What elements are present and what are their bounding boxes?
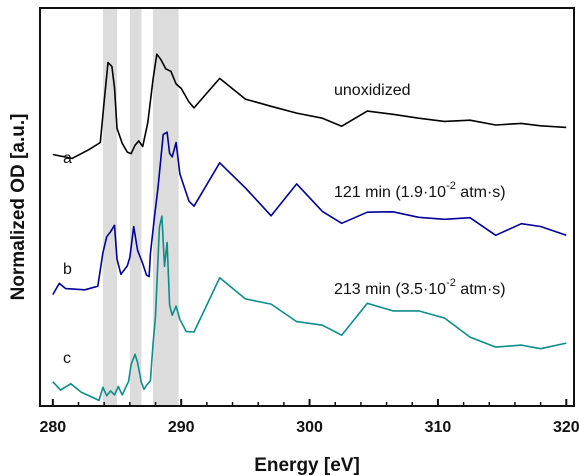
x-axis-ticks: 280 290 300 310 320	[39, 399, 579, 436]
shaded-region-2	[129, 8, 142, 406]
series-line-c	[52, 215, 567, 402]
shaded-regions	[102, 8, 179, 406]
plot-frame	[39, 7, 575, 407]
annotation-unoxidized: unoxidized	[334, 82, 411, 99]
shaded-region-3	[152, 8, 179, 406]
x-axis-title: Energy [eV]	[254, 455, 360, 476]
series-layer	[52, 53, 567, 402]
annotation-121-min: 121 min (1.9·10-2 atm·s)	[334, 180, 506, 201]
x-tick-label-310: 310	[425, 419, 452, 436]
x-tick-label-280: 280	[39, 419, 66, 436]
curve-label-c: c	[63, 350, 71, 367]
series-line-b	[52, 131, 567, 296]
curve-label-a: a	[63, 150, 72, 167]
x-tick-label-320: 320	[553, 419, 579, 436]
series-line-a	[52, 53, 567, 160]
x-tick-label-300: 300	[296, 419, 323, 436]
annotation-213-min: 213 min (3.5·10-2 atm·s)	[334, 277, 506, 298]
curve-label-b: b	[63, 261, 72, 278]
y-axis-title: Normalized OD [a.u.]	[8, 114, 29, 301]
x-tick-label-290: 290	[168, 419, 195, 436]
shaded-region-1	[102, 8, 118, 406]
